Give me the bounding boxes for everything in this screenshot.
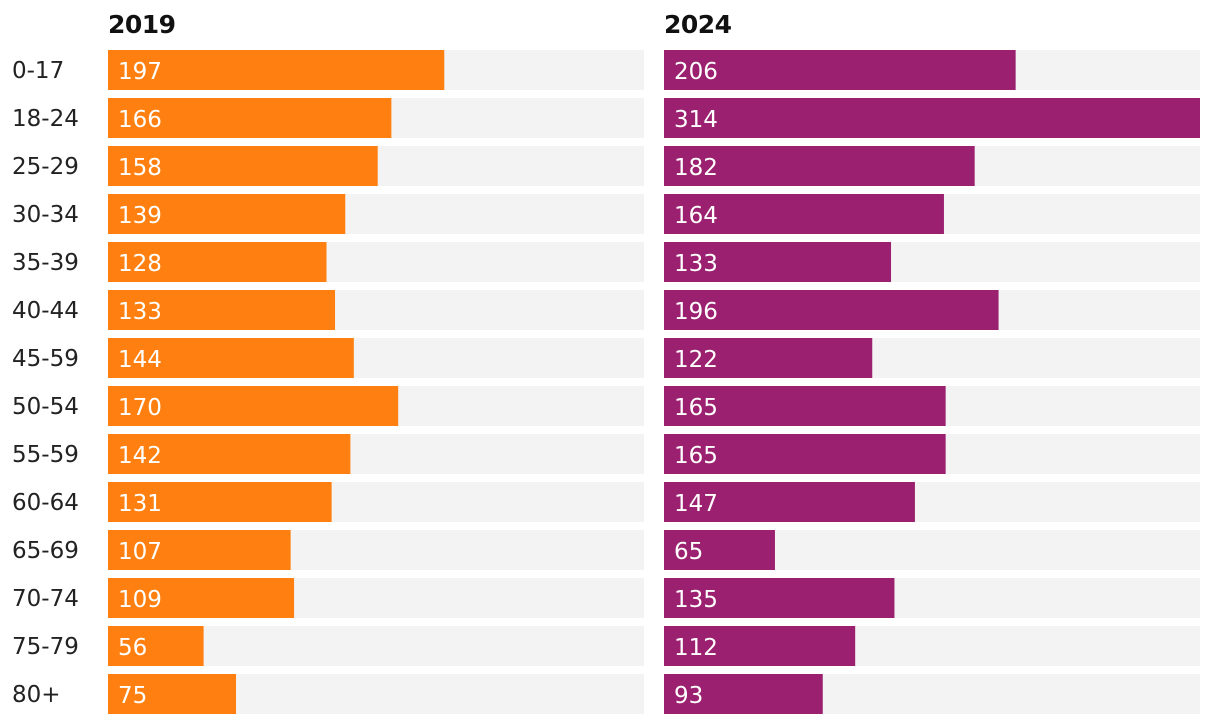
data-label-2019-65-69: 107 bbox=[118, 539, 162, 565]
bar-2024-35-39 bbox=[664, 242, 892, 282]
bar-2019-80plus bbox=[108, 674, 237, 714]
category-label-55-59: 55-59 bbox=[12, 442, 79, 468]
bar-2019-70-74 bbox=[108, 578, 295, 618]
bar-2024-18-24 bbox=[664, 98, 1200, 138]
bar-2024-80plus bbox=[664, 674, 823, 714]
data-label-2019-75-79: 56 bbox=[118, 635, 147, 661]
data-label-2024-80plus: 93 bbox=[674, 683, 703, 709]
bar-2024-30-34 bbox=[664, 194, 944, 234]
bar-2024-75-79 bbox=[664, 626, 856, 666]
data-label-2024-45-59: 122 bbox=[674, 347, 718, 373]
category-label-40-44: 40-44 bbox=[12, 298, 79, 324]
data-label-2024-25-29: 182 bbox=[674, 155, 718, 181]
data-label-2024-0-17: 206 bbox=[674, 59, 718, 85]
category-label-60-64: 60-64 bbox=[12, 490, 79, 516]
category-label-25-29: 25-29 bbox=[12, 154, 79, 180]
bar-2019-65-69 bbox=[108, 530, 291, 570]
data-label-2024-70-74: 135 bbox=[674, 587, 718, 613]
bar-2019-40-44 bbox=[108, 290, 336, 330]
bar-2024-45-59 bbox=[664, 338, 873, 378]
data-label-2019-18-24: 166 bbox=[118, 107, 162, 133]
data-label-2024-65-69: 65 bbox=[674, 539, 703, 565]
bar-2019-35-39 bbox=[108, 242, 327, 282]
bar-2024-40-44 bbox=[664, 290, 999, 330]
bar-2019-45-59 bbox=[108, 338, 354, 378]
category-label-18-24: 18-24 bbox=[12, 106, 79, 132]
bar-2019-25-29 bbox=[108, 146, 378, 186]
bar-2019-75-79 bbox=[108, 626, 204, 666]
panel-title-2024: 2024 bbox=[664, 10, 732, 39]
category-label-50-54: 50-54 bbox=[12, 394, 79, 420]
bar-2019-0-17 bbox=[108, 50, 445, 90]
bar-2019-50-54 bbox=[108, 386, 399, 426]
bar-2024-0-17 bbox=[664, 50, 1016, 90]
data-label-2024-50-54: 165 bbox=[674, 395, 718, 421]
category-label-80plus: 80+ bbox=[12, 682, 61, 708]
data-label-2019-50-54: 170 bbox=[118, 395, 162, 421]
panel-2024: 206 314 182 164 133 196 122 165 165 147 65 135 112 93 bbox=[664, 50, 1200, 714]
data-label-2024-55-59: 165 bbox=[674, 443, 718, 469]
category-labels: 0-17 18-24 25-29 30-34 35-39 40-44 45-59 50-54 5… bbox=[12, 58, 79, 708]
data-label-2019-80plus: 75 bbox=[118, 683, 147, 709]
bar-2024-25-29 bbox=[664, 146, 975, 186]
category-label-0-17: 0-17 bbox=[12, 58, 64, 84]
bar-2019-18-24 bbox=[108, 98, 392, 138]
data-label-2024-75-79: 112 bbox=[674, 635, 718, 661]
category-label-75-79: 75-79 bbox=[12, 634, 79, 660]
data-label-2019-35-39: 128 bbox=[118, 251, 162, 277]
bar-2024-65-69 bbox=[664, 530, 775, 570]
bar-2024-70-74 bbox=[664, 578, 895, 618]
data-label-2019-45-59: 144 bbox=[118, 347, 162, 373]
bar-2024-55-59 bbox=[664, 434, 946, 474]
category-label-45-59: 45-59 bbox=[12, 346, 79, 372]
data-label-2019-55-59: 142 bbox=[118, 443, 162, 469]
panel-title-2019: 2019 bbox=[108, 10, 176, 39]
bar-2024-50-54 bbox=[664, 386, 946, 426]
category-label-30-34: 30-34 bbox=[12, 202, 79, 228]
panel-2019: 197 166 158 139 128 133 144 170 142 131 107 109 56 75 bbox=[108, 50, 644, 714]
data-label-2024-60-64: 147 bbox=[674, 491, 718, 517]
bar-2019-55-59 bbox=[108, 434, 351, 474]
bar-2024-60-64 bbox=[664, 482, 915, 522]
bar-2019-60-64 bbox=[108, 482, 332, 522]
data-label-2019-70-74: 109 bbox=[118, 587, 162, 613]
data-label-2019-0-17: 197 bbox=[118, 59, 162, 85]
data-label-2019-40-44: 133 bbox=[118, 299, 162, 325]
data-label-2019-30-34: 139 bbox=[118, 203, 162, 229]
category-label-65-69: 65-69 bbox=[12, 538, 79, 564]
data-label-2024-40-44: 196 bbox=[674, 299, 718, 325]
data-label-2024-30-34: 164 bbox=[674, 203, 718, 229]
category-label-70-74: 70-74 bbox=[12, 586, 79, 612]
data-label-2024-35-39: 133 bbox=[674, 251, 718, 277]
category-label-35-39: 35-39 bbox=[12, 250, 79, 276]
bar-2019-30-34 bbox=[108, 194, 346, 234]
data-label-2024-18-24: 314 bbox=[674, 107, 718, 133]
data-label-2019-25-29: 158 bbox=[118, 155, 162, 181]
data-label-2019-60-64: 131 bbox=[118, 491, 162, 517]
